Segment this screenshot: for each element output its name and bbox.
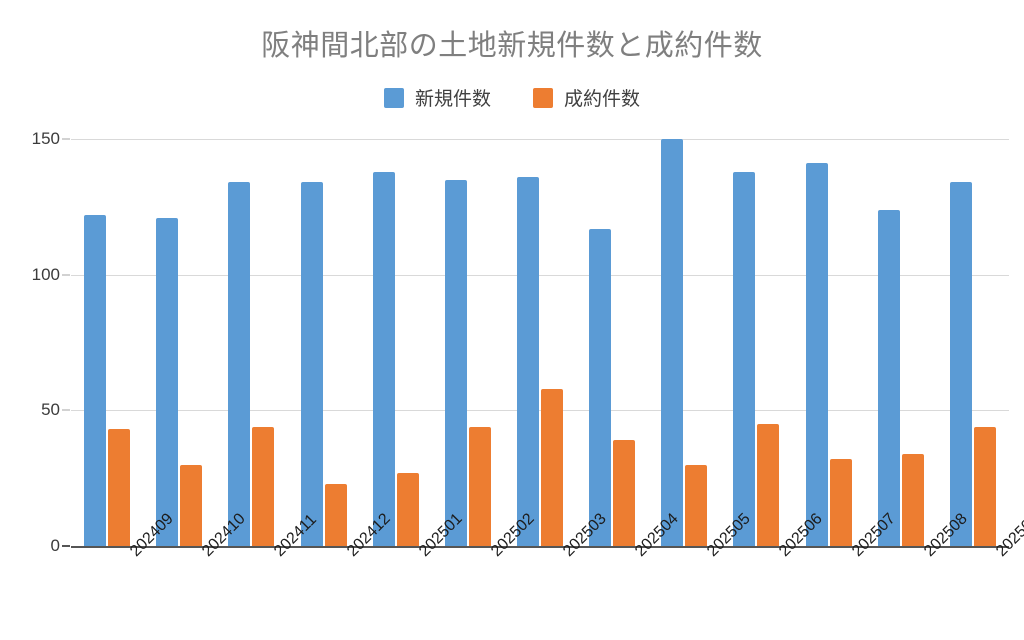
gridline — [71, 410, 1009, 412]
bar-group — [648, 139, 720, 546]
bar-new-count[interactable] — [516, 177, 539, 546]
chart-title: 阪神間北部の土地新規件数と成約件数 — [261, 30, 763, 62]
y-axis-tickmark — [62, 138, 70, 140]
bar-new-count[interactable] — [228, 182, 251, 546]
x-axis-tick-label: 202504 — [632, 510, 682, 561]
y-axis-labels: 150 100 50 0 — [0, 129, 60, 555]
plot-area — [71, 139, 1009, 548]
x-axis-line — [71, 546, 1009, 548]
x-axis-tick-label: 202412 — [343, 510, 394, 561]
bar-closed-count[interactable] — [324, 483, 347, 546]
x-axis-tick-label: 202503 — [560, 510, 610, 561]
bar-new-count[interactable] — [372, 171, 395, 546]
bar-new-count[interactable] — [84, 214, 107, 546]
bar-closed-count[interactable] — [685, 464, 708, 546]
bar-group — [793, 139, 865, 546]
bar-group — [504, 139, 576, 546]
bar-new-count[interactable] — [156, 217, 179, 546]
y-axis-tick-label: 50 — [41, 400, 60, 420]
legend-swatch-closed-icon — [533, 87, 553, 108]
bar-new-count[interactable] — [805, 163, 828, 546]
x-axis-tick-label: 202505 — [704, 510, 755, 561]
x-axis-tick-label: 202409 — [127, 510, 177, 561]
y-axis-tick-label: 150 — [31, 129, 60, 148]
x-axis-tick-label: 202501 — [415, 510, 466, 561]
legend-item-new[interactable]: 新規件数 — [383, 84, 491, 111]
bar-group — [71, 139, 143, 546]
chart-legend: 新規件数 成約件数 — [0, 84, 1024, 111]
bar-closed-count[interactable] — [396, 472, 419, 546]
bar-closed-count[interactable] — [829, 459, 852, 546]
y-axis-tickmark — [62, 409, 70, 411]
bar-new-count[interactable] — [733, 171, 756, 546]
x-axis-tick-label: 202507 — [848, 510, 899, 561]
bars-layer — [71, 139, 1009, 546]
x-axis-tick-label: 202410 — [199, 510, 249, 561]
bar-new-count[interactable] — [949, 182, 972, 546]
bar-group — [432, 139, 504, 546]
bar-group — [865, 139, 937, 546]
bar-new-count[interactable] — [444, 179, 467, 546]
bar-group — [360, 139, 432, 546]
bar-closed-count[interactable] — [973, 426, 996, 546]
x-axis-labels: 202409 202410 202411 202412 202501 202502 2025… — [71, 510, 1024, 638]
y-axis-tickmarks — [0, 138, 71, 547]
bar-new-count[interactable] — [589, 228, 612, 546]
bar-new-count[interactable] — [661, 139, 684, 546]
bar-group — [215, 139, 287, 546]
legend-item-closed[interactable]: 成約件数 — [533, 84, 640, 111]
y-axis-tick-label: 100 — [31, 264, 60, 284]
y-axis-tick-label: 0 — [50, 536, 60, 555]
legend-swatch-new-icon — [383, 87, 404, 108]
bar-closed-count[interactable] — [468, 426, 491, 546]
bar-new-count[interactable] — [300, 182, 323, 546]
bar-closed-count[interactable] — [108, 429, 131, 546]
bar-closed-count[interactable] — [901, 453, 924, 546]
bar-closed-count[interactable] — [613, 440, 636, 546]
bar-group — [937, 139, 1009, 546]
y-axis-tickmark — [62, 545, 70, 547]
bar-group — [720, 139, 792, 546]
bar-closed-count[interactable] — [757, 423, 780, 546]
bar-closed-count[interactable] — [540, 388, 563, 546]
y-axis-tickmark — [62, 274, 70, 276]
gridline — [71, 139, 1009, 140]
x-axis-tick-label: 202502 — [487, 510, 538, 561]
legend-label-new: 新規件数 — [414, 89, 491, 110]
gridline — [71, 274, 1009, 276]
x-axis-tick-label: 202509 — [992, 510, 1024, 561]
x-axis-tick-label: 202506 — [776, 510, 827, 561]
x-axis-tick-label: 202508 — [920, 510, 971, 561]
bar-closed-count[interactable] — [252, 426, 275, 546]
bar-closed-count[interactable] — [180, 464, 203, 546]
x-axis-tick-label: 202411 — [271, 511, 321, 561]
legend-label-closed: 成約件数 — [564, 89, 641, 110]
bar-group — [576, 139, 648, 546]
bar-group — [143, 139, 215, 546]
bar-new-count[interactable] — [877, 209, 900, 546]
bar-group — [287, 139, 359, 546]
